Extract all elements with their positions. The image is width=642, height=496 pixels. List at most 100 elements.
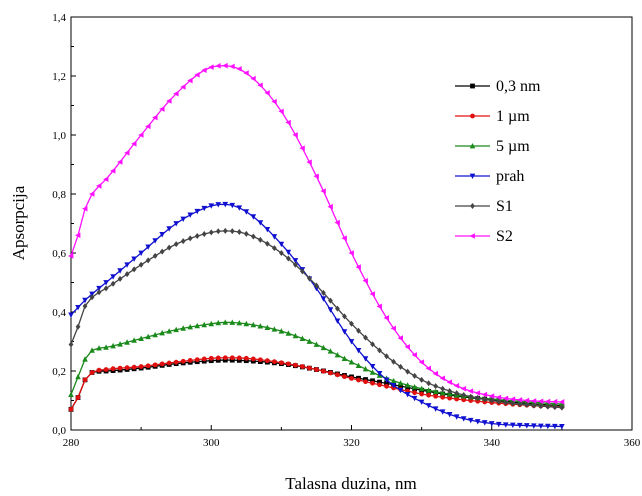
data-point bbox=[306, 159, 312, 165]
data-point bbox=[82, 356, 88, 362]
data-point bbox=[356, 377, 361, 383]
data-point bbox=[173, 221, 179, 227]
data-point bbox=[215, 202, 222, 208]
data-point bbox=[152, 114, 158, 121]
data-point bbox=[509, 396, 516, 403]
series-2 bbox=[68, 355, 565, 412]
data-point bbox=[558, 399, 565, 405]
data-point bbox=[467, 417, 474, 424]
data-point bbox=[425, 365, 432, 372]
legend-item: 5 µm bbox=[455, 138, 530, 155]
data-point bbox=[453, 414, 460, 420]
data-point bbox=[496, 398, 502, 405]
x-tick-label: 360 bbox=[624, 437, 641, 449]
data-point bbox=[376, 371, 383, 377]
legend-label: 5 µm bbox=[496, 138, 530, 155]
x-tick-label: 340 bbox=[484, 437, 501, 449]
data-point bbox=[68, 312, 74, 318]
data-point bbox=[300, 268, 305, 275]
data-point bbox=[208, 64, 214, 70]
data-point bbox=[509, 422, 516, 429]
data-point bbox=[559, 401, 565, 407]
data-point bbox=[327, 348, 334, 354]
data-point bbox=[250, 214, 257, 220]
legend-marker bbox=[470, 203, 475, 209]
data-point bbox=[299, 145, 305, 152]
data-point bbox=[419, 376, 425, 383]
data-point bbox=[355, 347, 362, 354]
data-point bbox=[551, 398, 558, 405]
data-point bbox=[475, 395, 481, 402]
data-point bbox=[390, 377, 397, 384]
legend-marker bbox=[470, 83, 475, 89]
data-point bbox=[138, 364, 144, 369]
data-point bbox=[321, 368, 326, 374]
data-point bbox=[250, 356, 256, 362]
data-point bbox=[96, 367, 102, 373]
data-point bbox=[278, 250, 284, 256]
data-point bbox=[180, 84, 186, 90]
data-point bbox=[432, 370, 439, 377]
data-point bbox=[208, 355, 214, 361]
data-point bbox=[152, 362, 158, 368]
data-point bbox=[68, 406, 74, 412]
data-point bbox=[278, 241, 285, 248]
data-point bbox=[454, 390, 460, 397]
data-point bbox=[391, 358, 396, 365]
data-point bbox=[552, 400, 558, 407]
data-point bbox=[468, 398, 474, 403]
data-point bbox=[271, 245, 277, 252]
data-point bbox=[103, 344, 109, 350]
data-point bbox=[110, 366, 116, 372]
data-point bbox=[488, 393, 495, 399]
data-point bbox=[110, 168, 116, 174]
data-point bbox=[538, 403, 544, 410]
data-point bbox=[194, 357, 200, 363]
data-point bbox=[320, 188, 326, 194]
data-point bbox=[475, 398, 481, 404]
data-point bbox=[264, 358, 270, 364]
data-point bbox=[419, 391, 425, 397]
x-axis-ticks: 280 300 320 340 360 bbox=[63, 425, 641, 449]
data-point bbox=[341, 355, 348, 362]
y-tick-label: 0,8 bbox=[52, 189, 66, 201]
data-point bbox=[236, 355, 242, 361]
data-point bbox=[124, 150, 130, 156]
data-point bbox=[180, 358, 186, 364]
y-tick-label: 1,2 bbox=[52, 71, 66, 83]
data-point bbox=[117, 365, 123, 371]
x-axis-title: Talasna duzina, nm bbox=[285, 474, 416, 493]
legend-item: 1 µm bbox=[455, 108, 530, 125]
data-point bbox=[411, 383, 418, 390]
data-point bbox=[159, 232, 165, 238]
data-point bbox=[187, 77, 193, 84]
data-point bbox=[314, 367, 319, 372]
data-point bbox=[117, 159, 123, 165]
data-point bbox=[159, 361, 165, 367]
data-point bbox=[229, 228, 235, 235]
data-point bbox=[412, 372, 418, 379]
data-point bbox=[215, 228, 221, 235]
data-point bbox=[201, 205, 208, 212]
y-tick-label: 0,2 bbox=[52, 366, 66, 378]
data-point bbox=[131, 256, 137, 262]
data-point bbox=[481, 420, 488, 426]
data-point bbox=[250, 233, 256, 240]
data-point bbox=[68, 391, 74, 397]
data-point bbox=[82, 377, 88, 383]
data-point bbox=[215, 319, 222, 326]
data-point bbox=[460, 385, 467, 392]
data-point bbox=[152, 238, 158, 244]
y-tick-label: 1,4 bbox=[52, 12, 66, 24]
data-point bbox=[397, 380, 404, 386]
data-point bbox=[131, 266, 137, 273]
legend-item: S1 bbox=[455, 198, 513, 215]
data-point bbox=[446, 379, 453, 386]
data-point bbox=[404, 382, 411, 388]
data-point bbox=[418, 385, 425, 392]
data-point bbox=[89, 347, 95, 353]
legend-label: S1 bbox=[496, 198, 513, 215]
data-point bbox=[285, 249, 292, 256]
data-point bbox=[355, 264, 361, 270]
data-point bbox=[103, 285, 109, 292]
